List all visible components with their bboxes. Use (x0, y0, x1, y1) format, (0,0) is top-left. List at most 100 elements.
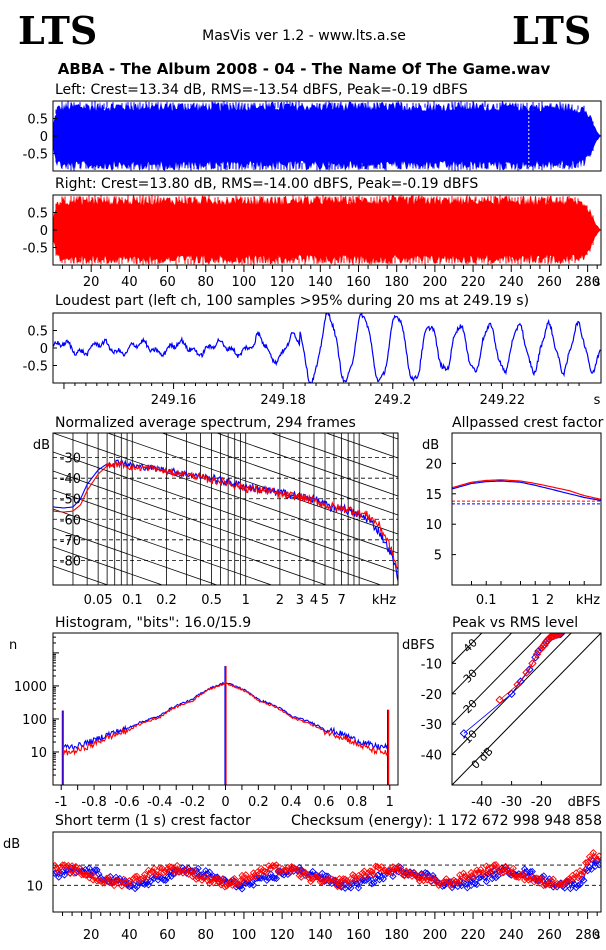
short-crest-point (85, 864, 93, 872)
short-crest-point (303, 871, 311, 879)
crest-series-left (451, 480, 602, 502)
app-title: MasVis ver 1.2 - www.lts.a.se (202, 28, 406, 44)
short-crest-point (488, 874, 496, 883)
x-tick-label: 160 (346, 928, 371, 943)
short-crest-point (163, 873, 172, 882)
short-crest-point (190, 866, 198, 875)
short-crest-point (169, 866, 177, 874)
x-tick-label: 0.2 (248, 795, 269, 810)
short-crest-point (421, 869, 429, 877)
peak-rms-point (495, 695, 504, 705)
short-crest-point (120, 875, 128, 883)
x-tick-label: 200 (422, 275, 447, 290)
short-crest-point (291, 865, 300, 873)
short-crest-point (331, 876, 340, 884)
x-tick-label: 60 (159, 928, 176, 943)
diagonal-label: 0 dB (469, 745, 496, 772)
short-crest-point (118, 882, 126, 890)
x-tick-label: 260 (537, 275, 562, 290)
logo-left: LTS (18, 8, 97, 53)
x-tick-label: 0.1 (476, 593, 497, 608)
short-crest-point (156, 864, 164, 872)
y-tick-label: 20 (425, 457, 442, 472)
spectrum-slope-lines (53, 433, 398, 585)
short-crest-point (532, 874, 540, 882)
short-crest-point (478, 869, 487, 877)
logo-right: LTS (512, 8, 591, 53)
x-tick-label: 249.22 (480, 393, 526, 408)
short-crest-point (194, 874, 202, 882)
short-crest-point (152, 870, 160, 879)
x-tick-label: 240 (499, 275, 524, 290)
short-crest-point (219, 875, 227, 883)
short-crest-point (198, 876, 206, 884)
x-tick-label: 1 (242, 593, 250, 608)
y-tick-label: 5 (434, 549, 442, 564)
x-tick-label: -0.4 (147, 795, 172, 810)
y-tick-label: -60 (60, 513, 81, 528)
short-crest-point (448, 883, 456, 892)
short-crest-point (181, 867, 189, 875)
x-tick-label: 260 (537, 928, 562, 943)
short-crest-point (255, 870, 263, 878)
y-tick-label: -40 (60, 472, 81, 487)
short-crest-point (192, 866, 200, 875)
short-crest-point (370, 879, 378, 887)
peak-rms-point (550, 633, 560, 640)
x-tick-label: 100 (232, 275, 257, 290)
short-crest-point (268, 873, 277, 882)
peak-rms-point (535, 645, 545, 654)
peak-rms-point (507, 689, 516, 699)
short-crest-point (562, 877, 571, 885)
short-crest-point (175, 868, 183, 876)
short-crest-point (574, 881, 582, 890)
waveform-spikes-right_waveform (55, 195, 594, 265)
y-tick-label: -10 (421, 657, 442, 672)
short-crest-point (144, 866, 153, 874)
x-tick-label: 220 (461, 275, 486, 290)
crest-frame (451, 432, 602, 586)
y-tick-label: 0 (40, 224, 48, 239)
short-crest-point (526, 868, 534, 876)
short-crest-point (519, 870, 527, 878)
peak-rms-point (528, 659, 537, 668)
short-crest-point (473, 880, 481, 889)
y-tick-label: -0.5 (23, 360, 48, 375)
x-tick-label: 140 (308, 275, 333, 290)
short-crest-point (106, 879, 114, 887)
short-crest-point (204, 876, 212, 885)
short-crest-point (547, 877, 555, 885)
short-crest-point (148, 867, 156, 876)
short-crest-point (477, 865, 485, 874)
short-crest-point (270, 874, 279, 882)
short-crest-point (509, 864, 517, 872)
short-crest-point (91, 866, 99, 874)
short-crest-point (204, 869, 212, 878)
short-crest-point (339, 875, 347, 883)
short-crest-point (312, 873, 321, 881)
short-crest-point (582, 859, 590, 867)
loudest-part-title: Loudest part (left ch, 100 samples >95% … (55, 293, 529, 309)
short-crest-point (330, 877, 338, 885)
spectrum-series-right (53, 460, 398, 570)
short-crest-point (299, 868, 307, 876)
x-unit-label: kHz (576, 593, 600, 608)
short-crest-point (404, 870, 412, 878)
peak-rms-point (556, 633, 565, 639)
short-crest-point (566, 884, 575, 893)
y-tick-label: -50 (60, 493, 81, 508)
short-crest-point (307, 877, 315, 886)
short-crest-point (188, 872, 197, 880)
short-crest-point (95, 876, 103, 885)
short-crest-point (167, 863, 176, 871)
short-crest-point (137, 875, 145, 884)
short-crest-point (454, 879, 462, 887)
short-crest-point (498, 869, 506, 877)
short-crest-point (471, 869, 479, 877)
short-crest-point (263, 868, 271, 877)
x-tick-label: 7 (337, 593, 345, 608)
short-crest-point (309, 867, 317, 876)
short-crest-point (337, 882, 345, 890)
short-crest-point (194, 864, 202, 872)
waveform-spikes-left_waveform (55, 101, 594, 171)
